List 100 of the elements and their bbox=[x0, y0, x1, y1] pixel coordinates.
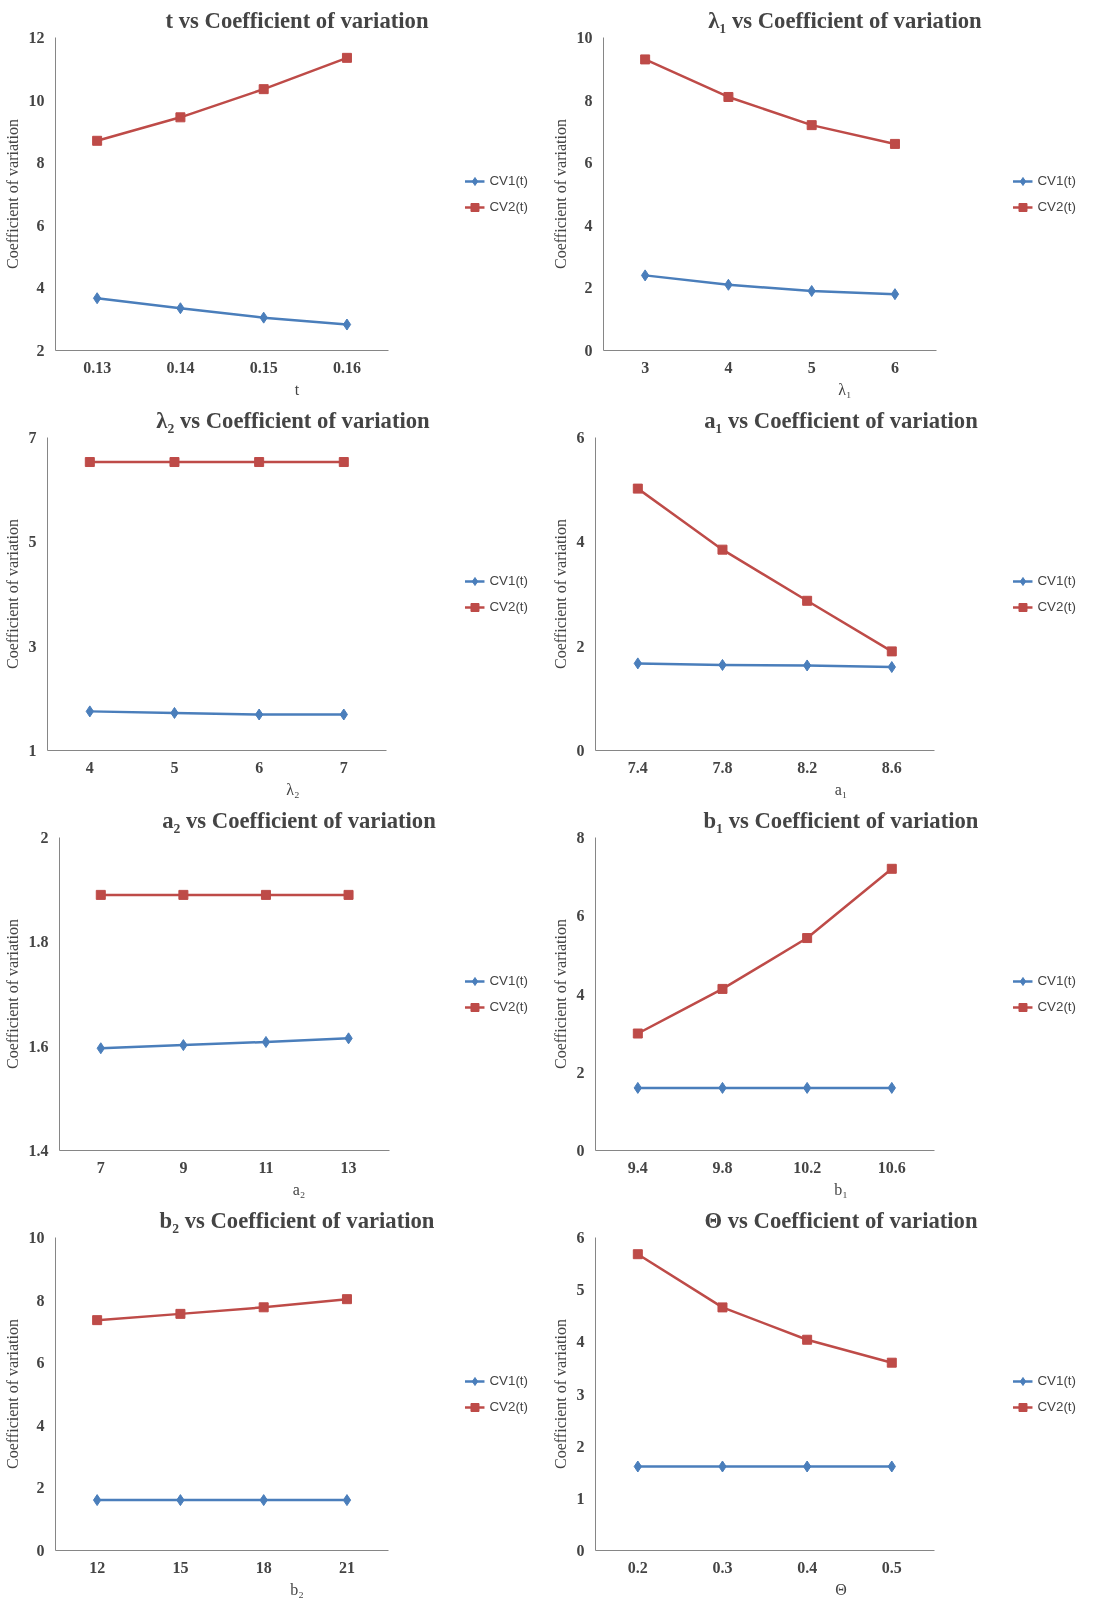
x-tick-label: 9.4 bbox=[627, 1158, 648, 1176]
chart-title: b₂ vs Coefficient of variation bbox=[159, 1207, 435, 1233]
y-tick-label: 2 bbox=[36, 342, 45, 359]
y-tick-label: 7 bbox=[28, 429, 37, 446]
point bbox=[632, 1249, 643, 1260]
legend-label: CV1(t) bbox=[1037, 173, 1076, 188]
y-tick-label: 1.6 bbox=[28, 1037, 49, 1055]
x-tick-label: 8.2 bbox=[797, 758, 818, 776]
x-tick-label: 0.4 bbox=[797, 1558, 818, 1576]
x-tick-label: 4 bbox=[724, 358, 733, 376]
point bbox=[261, 1035, 271, 1048]
y-axis-title: Coefficient of variation bbox=[3, 119, 21, 269]
point bbox=[717, 1302, 728, 1313]
y-tick-label: 6 bbox=[576, 1229, 585, 1246]
x-axis-title: b₂ bbox=[290, 1580, 304, 1598]
y-tick-label: 6 bbox=[36, 1354, 45, 1372]
point bbox=[92, 292, 102, 305]
point bbox=[640, 54, 651, 65]
chart-title: Θ vs Coefficient of variation bbox=[704, 1207, 978, 1233]
point bbox=[254, 457, 265, 468]
x-tick-label: 0.3 bbox=[712, 1558, 733, 1576]
y-tick-label: 0 bbox=[584, 342, 593, 359]
x-tick-label: 5 bbox=[170, 758, 179, 776]
y-axis-title: Coefficient of variation bbox=[551, 919, 569, 1069]
x-axis-title: b₁ bbox=[834, 1180, 848, 1198]
point bbox=[640, 269, 650, 282]
legend-label: CV2(t) bbox=[489, 999, 528, 1014]
chart-title: a₁ vs Coefficient of variation bbox=[704, 407, 979, 433]
legend-label: CV1(t) bbox=[1037, 573, 1076, 588]
y-tick-label: 4 bbox=[576, 533, 585, 551]
x-tick-label: 7 bbox=[96, 1158, 105, 1176]
x-tick-label: 10.6 bbox=[877, 1158, 906, 1176]
y-axis-title: Coefficient of variation bbox=[551, 119, 569, 269]
x-axis-title: Θ bbox=[835, 1580, 847, 1598]
y-axis-title: Coefficient of variation bbox=[3, 1319, 21, 1469]
y-tick-label: 12 bbox=[28, 29, 45, 46]
legend-label: CV1(t) bbox=[1037, 1373, 1076, 1388]
point bbox=[723, 91, 734, 102]
legend-label: CV1(t) bbox=[1037, 973, 1076, 988]
point bbox=[886, 1357, 897, 1368]
legend-label: CV1(t) bbox=[489, 973, 528, 988]
y-tick-label: 0 bbox=[576, 1142, 585, 1159]
legend-label: CV1(t) bbox=[489, 1373, 528, 1388]
x-tick-label: 8.6 bbox=[881, 758, 902, 776]
x-tick-label: 5 bbox=[807, 358, 816, 376]
x-axis-title: a₂ bbox=[292, 1180, 306, 1198]
chart-title: λ₂ vs Coefficient of variation bbox=[156, 407, 431, 433]
legend-label: CV2(t) bbox=[1037, 599, 1076, 614]
x-tick-label: 0.5 bbox=[881, 1558, 902, 1576]
point bbox=[890, 288, 900, 301]
x-tick-label: 0.14 bbox=[166, 358, 195, 376]
y-tick-label: 2 bbox=[40, 829, 49, 846]
x-tick-label: 11 bbox=[258, 1158, 274, 1176]
chart-title: b₁ vs Coefficient of variation bbox=[703, 807, 979, 833]
y-tick-label: 10 bbox=[28, 1229, 45, 1246]
point bbox=[889, 138, 900, 149]
x-axis-title: t bbox=[294, 380, 300, 398]
point bbox=[175, 112, 186, 123]
point bbox=[717, 544, 728, 555]
x-tick-label: 10.2 bbox=[793, 1158, 822, 1176]
point bbox=[258, 84, 269, 95]
x-tick-label: 9.8 bbox=[712, 1158, 733, 1176]
y-tick-label: 0 bbox=[576, 1542, 585, 1559]
point bbox=[802, 1334, 813, 1345]
y-tick-label: 4 bbox=[576, 985, 585, 1003]
point bbox=[343, 889, 354, 900]
y-tick-label: 1.8 bbox=[28, 933, 49, 951]
legend-label: CV2(t) bbox=[489, 199, 528, 214]
y-tick-label: 1 bbox=[576, 1489, 585, 1507]
point bbox=[338, 457, 349, 468]
point bbox=[260, 889, 271, 900]
x-tick-label: 13 bbox=[340, 1158, 357, 1176]
point bbox=[802, 659, 812, 672]
y-tick-label: 0 bbox=[36, 1542, 45, 1559]
y-tick-label: 8 bbox=[36, 1291, 45, 1309]
y-axis-title: Coefficient of variation bbox=[3, 919, 21, 1069]
y-tick-label: 1.4 bbox=[28, 1142, 49, 1159]
x-tick-label: 18 bbox=[255, 1558, 272, 1576]
point bbox=[84, 457, 95, 468]
x-axis-title: λ₂ bbox=[286, 780, 300, 798]
point bbox=[342, 1494, 352, 1507]
y-tick-label: 4 bbox=[36, 279, 45, 297]
y-tick-label: 4 bbox=[36, 1416, 45, 1434]
legend-label: CV2(t) bbox=[489, 1399, 528, 1414]
x-axis-title: λ₁ bbox=[838, 380, 852, 398]
x-tick-label: 15 bbox=[172, 1558, 189, 1576]
y-tick-label: 2 bbox=[36, 1479, 45, 1497]
y-tick-label: 2 bbox=[576, 1063, 585, 1081]
point bbox=[802, 595, 813, 606]
point bbox=[92, 1494, 102, 1507]
point bbox=[169, 457, 180, 468]
y-tick-label: 4 bbox=[584, 216, 593, 234]
point bbox=[802, 1460, 812, 1473]
x-tick-label: 3 bbox=[641, 358, 650, 376]
y-tick-label: 6 bbox=[584, 154, 593, 172]
y-tick-label: 8 bbox=[36, 154, 45, 172]
point bbox=[92, 1315, 103, 1326]
y-tick-label: 5 bbox=[576, 1281, 585, 1299]
chart-title: λ₁ vs Coefficient of variation bbox=[708, 7, 983, 33]
y-tick-label: 6 bbox=[576, 429, 585, 446]
